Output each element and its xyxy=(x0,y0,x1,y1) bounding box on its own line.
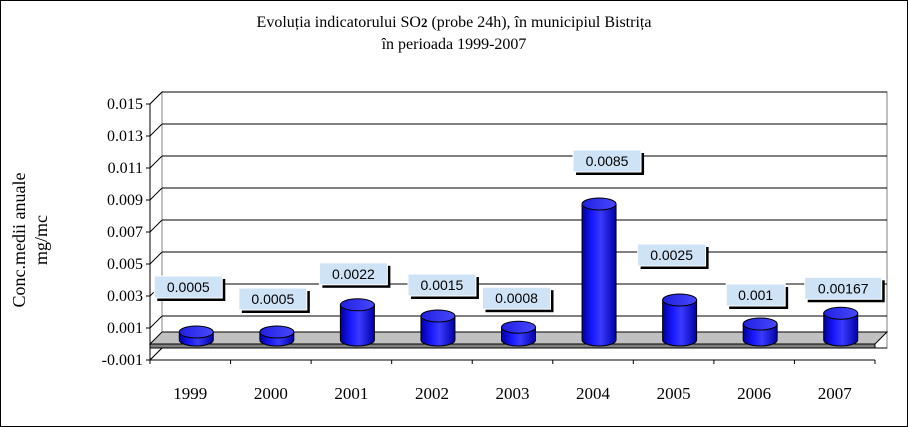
data-label-text-2001: 0.0022 xyxy=(332,266,375,282)
data-label-box-2007 xyxy=(804,276,883,300)
bar-2005 xyxy=(662,293,698,347)
gridline-side-8 xyxy=(149,91,163,105)
gridline-side-4 xyxy=(149,219,163,233)
data-label-1999: 0.0005 xyxy=(153,275,226,301)
bar-1999 xyxy=(178,325,214,347)
y-tick-label-6: 0.011 xyxy=(108,160,143,177)
data-label-box-2002 xyxy=(407,273,477,297)
bar-top-2005 xyxy=(662,293,698,307)
data-label-2005: 0.0025 xyxy=(637,243,709,269)
gridline-side-5 xyxy=(149,187,163,201)
data-label-text-2005: 0.0025 xyxy=(650,247,693,263)
chart-title-part-2: (probe 24h), în municipiul Bistrița xyxy=(427,14,652,31)
x-tick-label-2006: 2006 xyxy=(737,384,771,403)
x-tick-label-2003: 2003 xyxy=(496,384,530,403)
y-tick-labels: -0.001 0.001 0.003 0.005 0.007 0.009 0.011 0.01… xyxy=(102,96,150,369)
data-label-text-2004: 0.0085 xyxy=(586,153,629,169)
bar-2002 xyxy=(420,309,456,347)
y-axis-label-line-2: mg/mc xyxy=(31,215,51,265)
bar-top-2000 xyxy=(259,325,295,339)
x-tick-label-2001: 2001 xyxy=(334,384,368,403)
bars xyxy=(178,197,859,347)
bar-body-2002 xyxy=(420,315,456,347)
x-tick-label-1999: 1999 xyxy=(173,384,207,403)
gridline-side-3 xyxy=(149,251,163,265)
y-tick-label-3: 0.005 xyxy=(107,256,143,273)
data-label-box-2000 xyxy=(238,287,308,311)
bar-body-2004 xyxy=(581,203,617,347)
bar-top-2004 xyxy=(581,197,617,211)
chart-title-line-2: în perioada 1999-2007 xyxy=(381,36,527,53)
y-tick-label-4: 0.007 xyxy=(107,224,143,241)
data-label-text-2007: 0.00167 xyxy=(818,280,869,296)
data-label-2007: 0.00167 xyxy=(804,276,885,303)
data-label-text-2002: 0.0015 xyxy=(421,277,464,293)
x-tick-label-2005: 2005 xyxy=(657,384,691,403)
bar-body-2007 xyxy=(823,312,859,347)
bar-top-2006 xyxy=(742,317,778,331)
bar-2004 xyxy=(581,197,617,347)
y-tick-label-5: 0.009 xyxy=(107,192,143,209)
y-tick-label-8: 0.015 xyxy=(107,96,143,113)
bar-2001 xyxy=(339,298,375,347)
bar-2006 xyxy=(742,317,778,347)
chart-title-part-1: Evoluția indicatorului SO xyxy=(256,14,421,31)
x-tick-label-2000: 2000 xyxy=(254,384,288,403)
bar-body-2005 xyxy=(662,299,698,347)
y-tick-label-7: 0.013 xyxy=(107,128,143,145)
gridline-side-7 xyxy=(149,123,163,137)
data-label-2004: 0.0085 xyxy=(572,149,645,175)
data-label-text-2003: 0.0008 xyxy=(495,290,538,306)
bar-2007 xyxy=(823,306,859,347)
chart-title: Evoluția indicatorului SO2 (probe 24h), … xyxy=(0,12,908,56)
gridline-side-0 xyxy=(149,347,163,361)
y-tick-label-1: 0.001 xyxy=(107,320,143,337)
data-label-box-1999 xyxy=(153,275,223,299)
gridline-side-1 xyxy=(149,315,163,329)
data-labels: 0.0005 0.0005 0.0022 0.0015 0.0008 0.0085 0.00… xyxy=(153,149,885,313)
gridline-side-6 xyxy=(149,155,163,169)
data-label-text-2000: 0.0005 xyxy=(251,291,294,307)
data-label-text-2006: 0.001 xyxy=(738,287,773,303)
data-label-box-2004 xyxy=(572,149,642,173)
data-label-box-2001 xyxy=(318,262,388,286)
data-label-text-1999: 0.0005 xyxy=(167,279,210,295)
y-tick-label-0: -0.001 xyxy=(102,352,143,369)
bar-top-2002 xyxy=(420,309,456,323)
y-axis-label: Conc.medii anuale mg/mc xyxy=(3,140,63,340)
data-label-box-2003 xyxy=(482,286,551,310)
bar-top-2003 xyxy=(501,320,536,334)
bar-2003 xyxy=(501,320,536,347)
plot-back-wall xyxy=(149,90,888,362)
y-tick-label-2: 0.003 xyxy=(107,288,143,305)
bar-body-2001 xyxy=(339,304,375,347)
data-label-2006: 0.001 xyxy=(725,283,789,309)
x-tick-labels: 1999 2000 2001 2002 2003 2004 2005 2006 2007 xyxy=(149,360,876,403)
bar-top-2001 xyxy=(339,298,375,312)
data-label-2000: 0.0005 xyxy=(238,287,310,313)
data-label-2002: 0.0015 xyxy=(407,273,479,299)
chart-title-line-1: Evoluția indicatorului SO2 (probe 24h), … xyxy=(0,12,908,34)
bar-2000 xyxy=(259,325,295,347)
data-label-2003: 0.0008 xyxy=(482,286,554,313)
data-label-box-2006 xyxy=(725,283,786,307)
bar-top-2007 xyxy=(823,306,859,320)
data-label-box-2005 xyxy=(637,243,707,267)
data-label-2001: 0.0022 xyxy=(318,262,391,288)
chart-title-subscript: 2 xyxy=(420,15,428,30)
x-tick-label-2004: 2004 xyxy=(576,384,611,403)
x-tick-label-2002: 2002 xyxy=(415,384,449,403)
x-tick-label-2007: 2007 xyxy=(818,384,853,403)
y-axis-label-line-1: Conc.medii anuale xyxy=(9,173,29,308)
bar-top-1999 xyxy=(178,325,214,339)
